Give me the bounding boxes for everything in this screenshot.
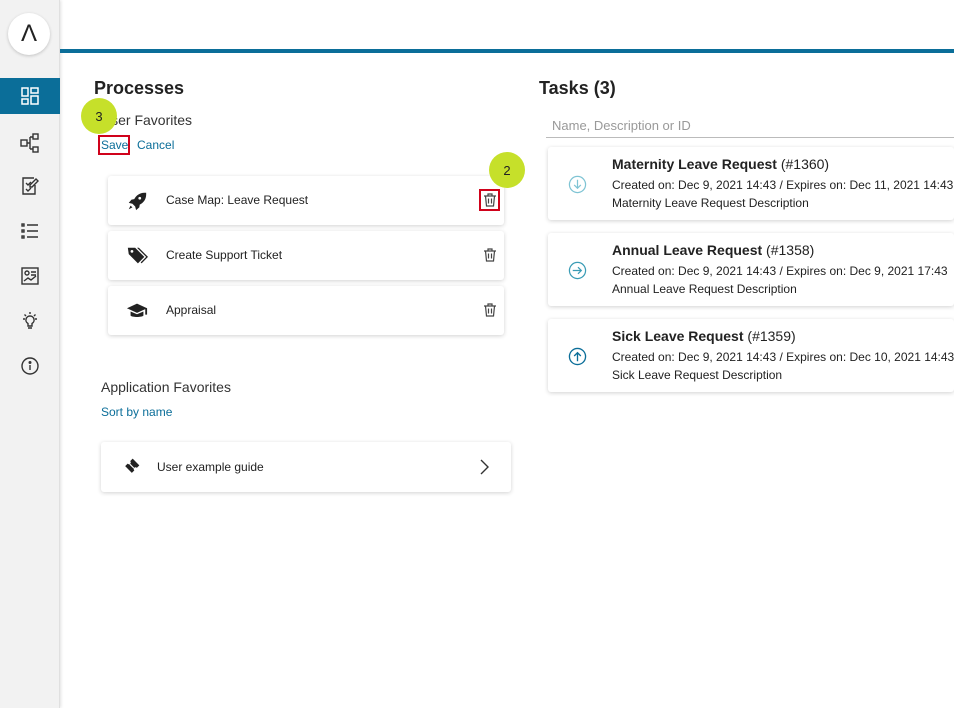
- task-search-input[interactable]: Name, Description or ID: [546, 114, 954, 138]
- app-logo[interactable]: Λ: [8, 13, 50, 55]
- chevron-right-icon: [480, 459, 489, 475]
- logo-glyph: Λ: [20, 20, 38, 47]
- task-search-placeholder: Name, Description or ID: [552, 118, 691, 133]
- task-description: Annual Leave Request Description: [612, 282, 797, 296]
- dashboard-icon: [21, 87, 39, 105]
- task-name: Maternity Leave Request: [612, 156, 777, 172]
- process-map-icon: [20, 133, 39, 153]
- trash-icon[interactable]: [482, 302, 498, 318]
- highlight-delete: [479, 189, 500, 211]
- task-card[interactable]: Sick Leave Request (#1359) Created on: D…: [548, 319, 954, 392]
- task-dates: Created on: Dec 9, 2021 14:43 / Expires …: [612, 264, 948, 278]
- rocket-icon: [128, 192, 147, 211]
- nav-process-map[interactable]: [0, 125, 60, 161]
- cancel-button[interactable]: Cancel: [137, 138, 175, 152]
- favorite-item[interactable]: Appraisal: [108, 286, 504, 335]
- user-favorites-label: User Favorites: [101, 112, 193, 128]
- tags-icon: [127, 247, 148, 264]
- nav-ideas[interactable]: [0, 303, 60, 339]
- info-icon: [21, 357, 39, 375]
- task-card[interactable]: Maternity Leave Request (#1360) Created …: [548, 147, 954, 220]
- highlight-save: [98, 135, 130, 155]
- sort-by-name-link[interactable]: Sort by name: [101, 405, 173, 419]
- nav-tasks[interactable]: [0, 168, 60, 204]
- nav-info[interactable]: [0, 348, 60, 384]
- favorite-label: Create Support Ticket: [166, 248, 283, 262]
- favorite-label: Appraisal: [166, 303, 217, 317]
- header-accent-bar: [60, 49, 954, 53]
- list-icon: [21, 223, 38, 239]
- task-description: Sick Leave Request Description: [612, 368, 783, 382]
- application-favorites-label: Application Favorites: [101, 379, 231, 395]
- tasks-title: Tasks (3): [539, 78, 616, 98]
- favorite-label: Case Map: Leave Request: [166, 193, 309, 207]
- task-edit-icon: [22, 177, 39, 195]
- task-id: (#1358): [766, 242, 815, 258]
- arrow-down-circle-icon: [568, 175, 587, 194]
- task-dates: Created on: Dec 9, 2021 14:43 / Expires …: [612, 178, 954, 192]
- app-favorite-label: User example guide: [157, 460, 264, 474]
- processes-title: Processes: [94, 78, 185, 98]
- arrow-up-circle-icon: [568, 347, 587, 366]
- step-badge-save-number: 3: [95, 108, 103, 124]
- task-name: Annual Leave Request: [612, 242, 763, 258]
- task-description: Maternity Leave Request Description: [612, 196, 809, 210]
- nav-dashboard[interactable]: [0, 78, 60, 114]
- task-card[interactable]: Annual Leave Request (#1358) Created on:…: [548, 233, 954, 306]
- app-favorite-item[interactable]: User example guide: [101, 442, 511, 492]
- report-icon: [21, 267, 39, 285]
- task-dates: Created on: Dec 9, 2021 14:43 / Expires …: [612, 350, 954, 364]
- task-id: (#1360): [780, 156, 830, 172]
- task-name: Sick Leave Request: [612, 328, 744, 344]
- task-id: (#1359): [747, 328, 796, 344]
- step-badge-save: 3: [81, 98, 117, 134]
- sidebar: Λ: [0, 0, 60, 708]
- trash-icon[interactable]: [482, 247, 498, 263]
- save-button[interactable]: Save: [101, 138, 129, 152]
- ticket-icon: [125, 458, 140, 473]
- favorite-item[interactable]: Create Support Ticket: [108, 231, 504, 280]
- nav-list[interactable]: [0, 213, 60, 249]
- trash-icon[interactable]: [482, 192, 498, 208]
- nav-reports[interactable]: [0, 258, 60, 294]
- lightbulb-icon: [23, 312, 37, 329]
- favorite-item[interactable]: Case Map: Leave Request: [108, 176, 504, 225]
- graduation-cap-icon: [126, 303, 148, 317]
- step-badge-delete-number: 2: [503, 162, 511, 178]
- step-badge-delete: 2: [489, 152, 525, 188]
- arrow-right-circle-icon: [568, 261, 587, 280]
